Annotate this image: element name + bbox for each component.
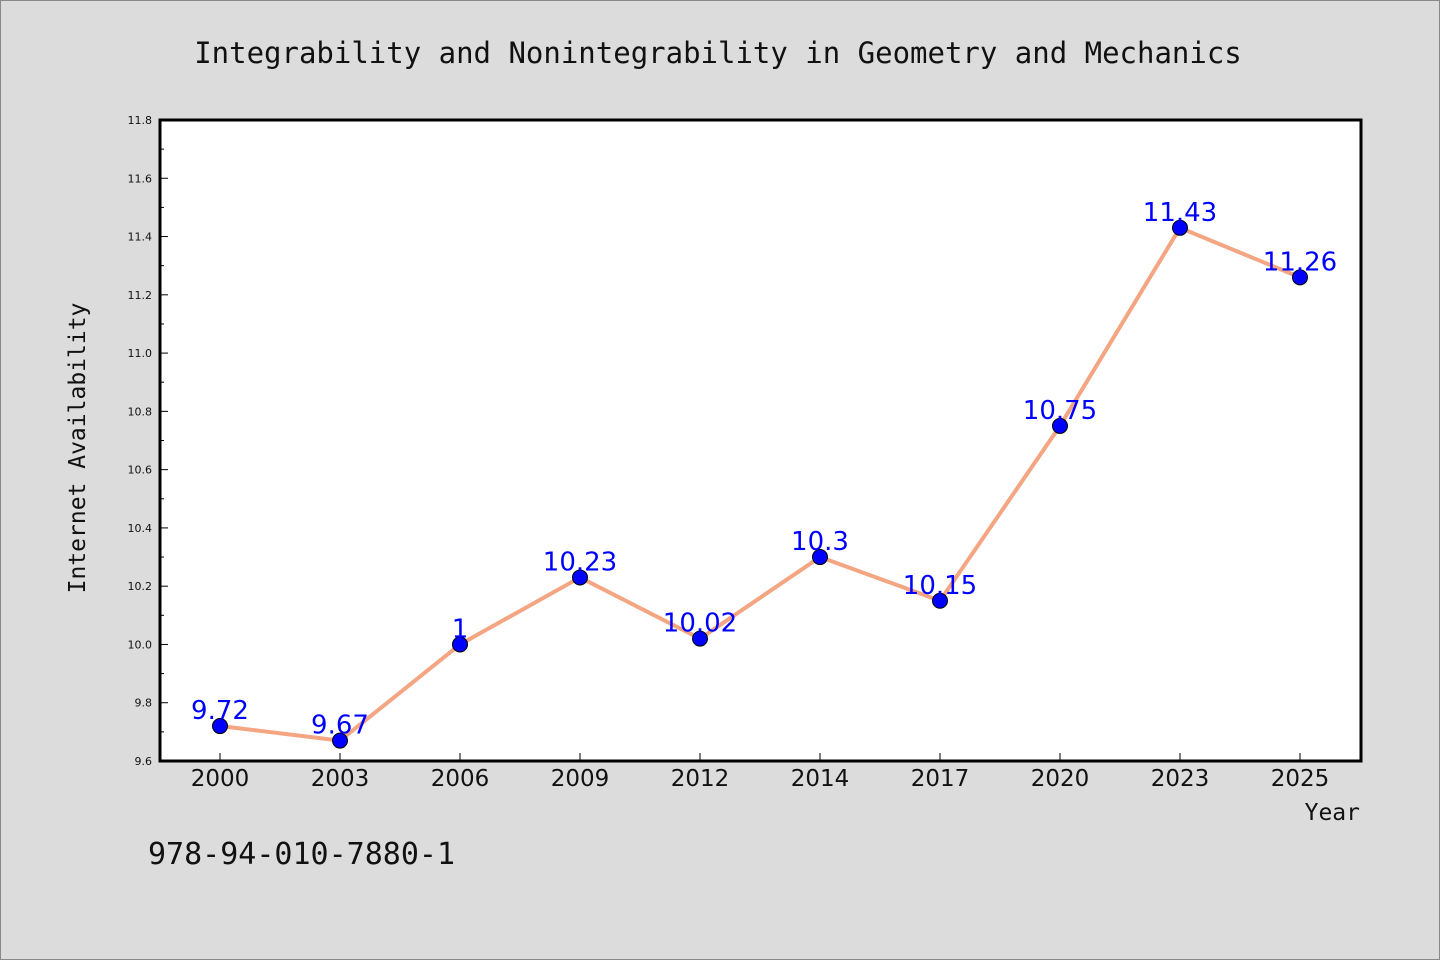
data-label: 10.23 [543, 547, 617, 577]
y-tick-label: 10.8 [128, 405, 153, 418]
y-tick-label: 10.6 [128, 464, 153, 477]
data-point [452, 636, 468, 653]
y-tick-label: 10.2 [128, 580, 153, 593]
data-labels: 9.72 9.67 1 10.23 10.02 10.3 10.15 10.75 11.43 11… [191, 198, 1337, 741]
data-label: 10.02 [663, 609, 737, 639]
y-tick-label: 10.4 [128, 522, 153, 535]
x-axis-label: Year [1305, 800, 1360, 826]
plot-area [158, 118, 1363, 763]
y-axis: 9.6 9.8 10.0 10.2 10.4 10.6 10.8 11.0 11.2 11.4 11… [128, 114, 168, 768]
footnote: 978-94-010-7880-1 [148, 837, 455, 872]
data-label: 11.43 [1143, 198, 1217, 228]
x-tick-label: 2003 [311, 766, 370, 792]
series-line [218, 225, 1302, 743]
x-tick-label: 2014 [791, 766, 850, 792]
x-axis: 2000 2003 2006 2009 2012 2014 2017 2020 2023 2025 [191, 753, 1330, 792]
x-tick-label: 2006 [431, 766, 490, 792]
data-point [212, 718, 228, 735]
x-tick-label: 2020 [1031, 766, 1090, 792]
x-tick-label: 2012 [671, 766, 730, 792]
data-label: 10.15 [903, 571, 977, 601]
data-point [692, 630, 708, 647]
data-point [332, 732, 348, 749]
data-label: 1 [452, 614, 469, 644]
x-tick-label: 2023 [1151, 766, 1210, 792]
data-point [1052, 417, 1068, 434]
y-tick-label: 9.8 [135, 697, 153, 710]
y-tick-label: 10.0 [128, 638, 153, 651]
data-point [1292, 269, 1308, 286]
x-tick-label: 2009 [551, 766, 610, 792]
y-tick-label: 11.2 [128, 289, 153, 302]
y-axis-label: Internet Availability [65, 303, 91, 594]
y-tick-label: 11.4 [128, 231, 153, 244]
y-tick-label: 11.6 [128, 172, 153, 185]
data-point [812, 549, 828, 566]
x-tick-label: 2000 [191, 766, 250, 792]
y-tick-label: 11.0 [128, 347, 153, 360]
x-tick-label: 2025 [1271, 766, 1330, 792]
data-label: 10.75 [1023, 396, 1097, 426]
series-layer [212, 219, 1308, 749]
y-tick-label: 9.6 [135, 755, 153, 768]
data-label: 9.67 [311, 711, 369, 741]
data-point [932, 592, 948, 609]
data-label: 11.26 [1263, 247, 1337, 277]
data-label: 9.72 [191, 696, 249, 726]
data-point [572, 569, 588, 586]
data-label: 10.3 [791, 527, 849, 557]
chart-title: Integrability and Nonintegrability in Ge… [194, 36, 1242, 70]
y-tick-label: 11.8 [128, 114, 153, 127]
x-tick-label: 2017 [911, 766, 970, 792]
data-point [1172, 219, 1188, 236]
